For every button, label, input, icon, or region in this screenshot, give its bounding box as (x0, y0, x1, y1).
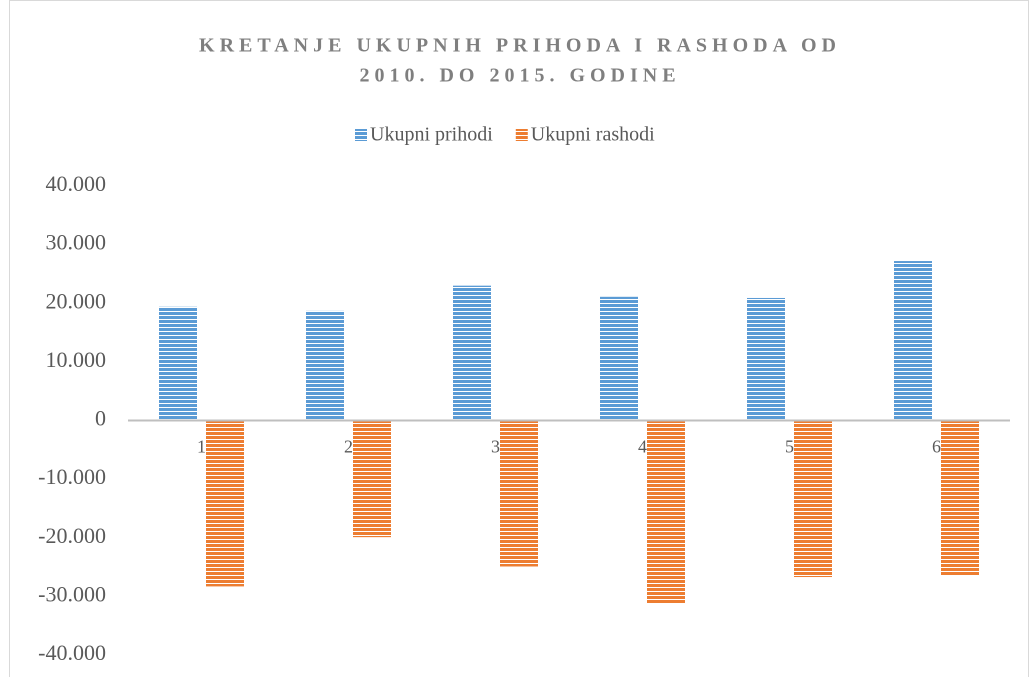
x-tick-label: 2 (344, 437, 353, 457)
y-tick-label: 30.000 (46, 230, 107, 255)
y-tick-label: -30.000 (38, 581, 106, 606)
bar (647, 420, 685, 604)
x-tick-label: 4 (638, 437, 647, 457)
bar (206, 420, 244, 587)
bar (600, 296, 638, 421)
x-tick-label: 3 (491, 437, 500, 457)
chart-title: 2010. DO 2015. GODINE (359, 65, 680, 87)
legend-label: Ukupni prihodi (370, 124, 493, 146)
bar (794, 420, 832, 578)
bar (941, 420, 979, 576)
bar (747, 297, 785, 421)
bar (894, 261, 932, 421)
legend-swatch (515, 129, 528, 141)
y-tick-label: 40.000 (46, 171, 107, 196)
bar (453, 285, 491, 421)
y-tick-label: 10.000 (46, 347, 107, 372)
chart-title: KRETANJE UKUPNIH PRIHODA I RASHODA OD (199, 35, 841, 57)
y-tick-label: -10.000 (38, 464, 106, 489)
y-tick-label: -20.000 (38, 523, 106, 548)
bar (159, 306, 197, 421)
bar (500, 420, 538, 567)
x-tick-label: 1 (197, 437, 206, 457)
bar (306, 310, 344, 421)
y-tick-label: -40.000 (38, 640, 106, 665)
legend-label: Ukupni rashodi (531, 124, 655, 146)
x-tick-label: 5 (785, 437, 794, 457)
y-tick-label: 0 (95, 406, 106, 431)
bar (353, 420, 391, 538)
legend-swatch (355, 129, 367, 141)
x-tick-label: 6 (932, 437, 941, 457)
y-tick-label: 20.000 (46, 288, 107, 313)
